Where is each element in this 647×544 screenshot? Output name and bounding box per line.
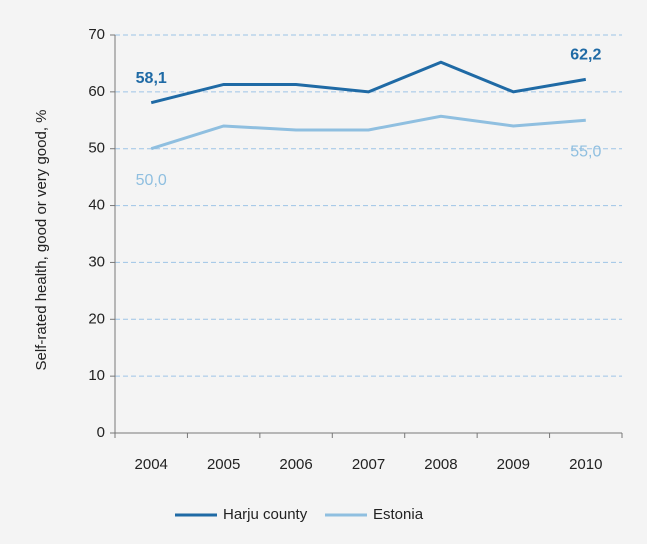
x-tick-label: 2006 [279, 456, 312, 473]
data-label: 50,0 [136, 172, 167, 189]
x-tick-label: 2004 [135, 456, 168, 473]
y-tick-label: 30 [88, 253, 105, 270]
series-line [150, 60, 587, 105]
x-tick-label: 2010 [569, 456, 602, 473]
x-tick-label: 2005 [207, 456, 240, 473]
y-axis-label: Self-rated health, good or very good, % [33, 110, 50, 371]
data-label: 55,0 [570, 144, 601, 161]
legend-label: Estonia [373, 506, 424, 523]
y-tick-label: 20 [88, 310, 105, 327]
legend-label: Harju county [223, 506, 308, 523]
x-tick-label: 2007 [352, 456, 385, 473]
y-tick-label: 0 [97, 424, 105, 441]
x-tick-label: 2008 [424, 456, 457, 473]
y-tick-label: 50 [88, 140, 105, 157]
y-tick-label: 60 [88, 83, 105, 100]
data-label: 58,1 [136, 70, 167, 87]
y-tick-label: 40 [88, 197, 105, 214]
data-label: 62,2 [570, 47, 601, 64]
y-tick-label: 10 [88, 367, 105, 384]
series-line [150, 114, 586, 151]
x-tick-label: 2009 [497, 456, 530, 473]
y-tick-label: 70 [88, 26, 105, 43]
